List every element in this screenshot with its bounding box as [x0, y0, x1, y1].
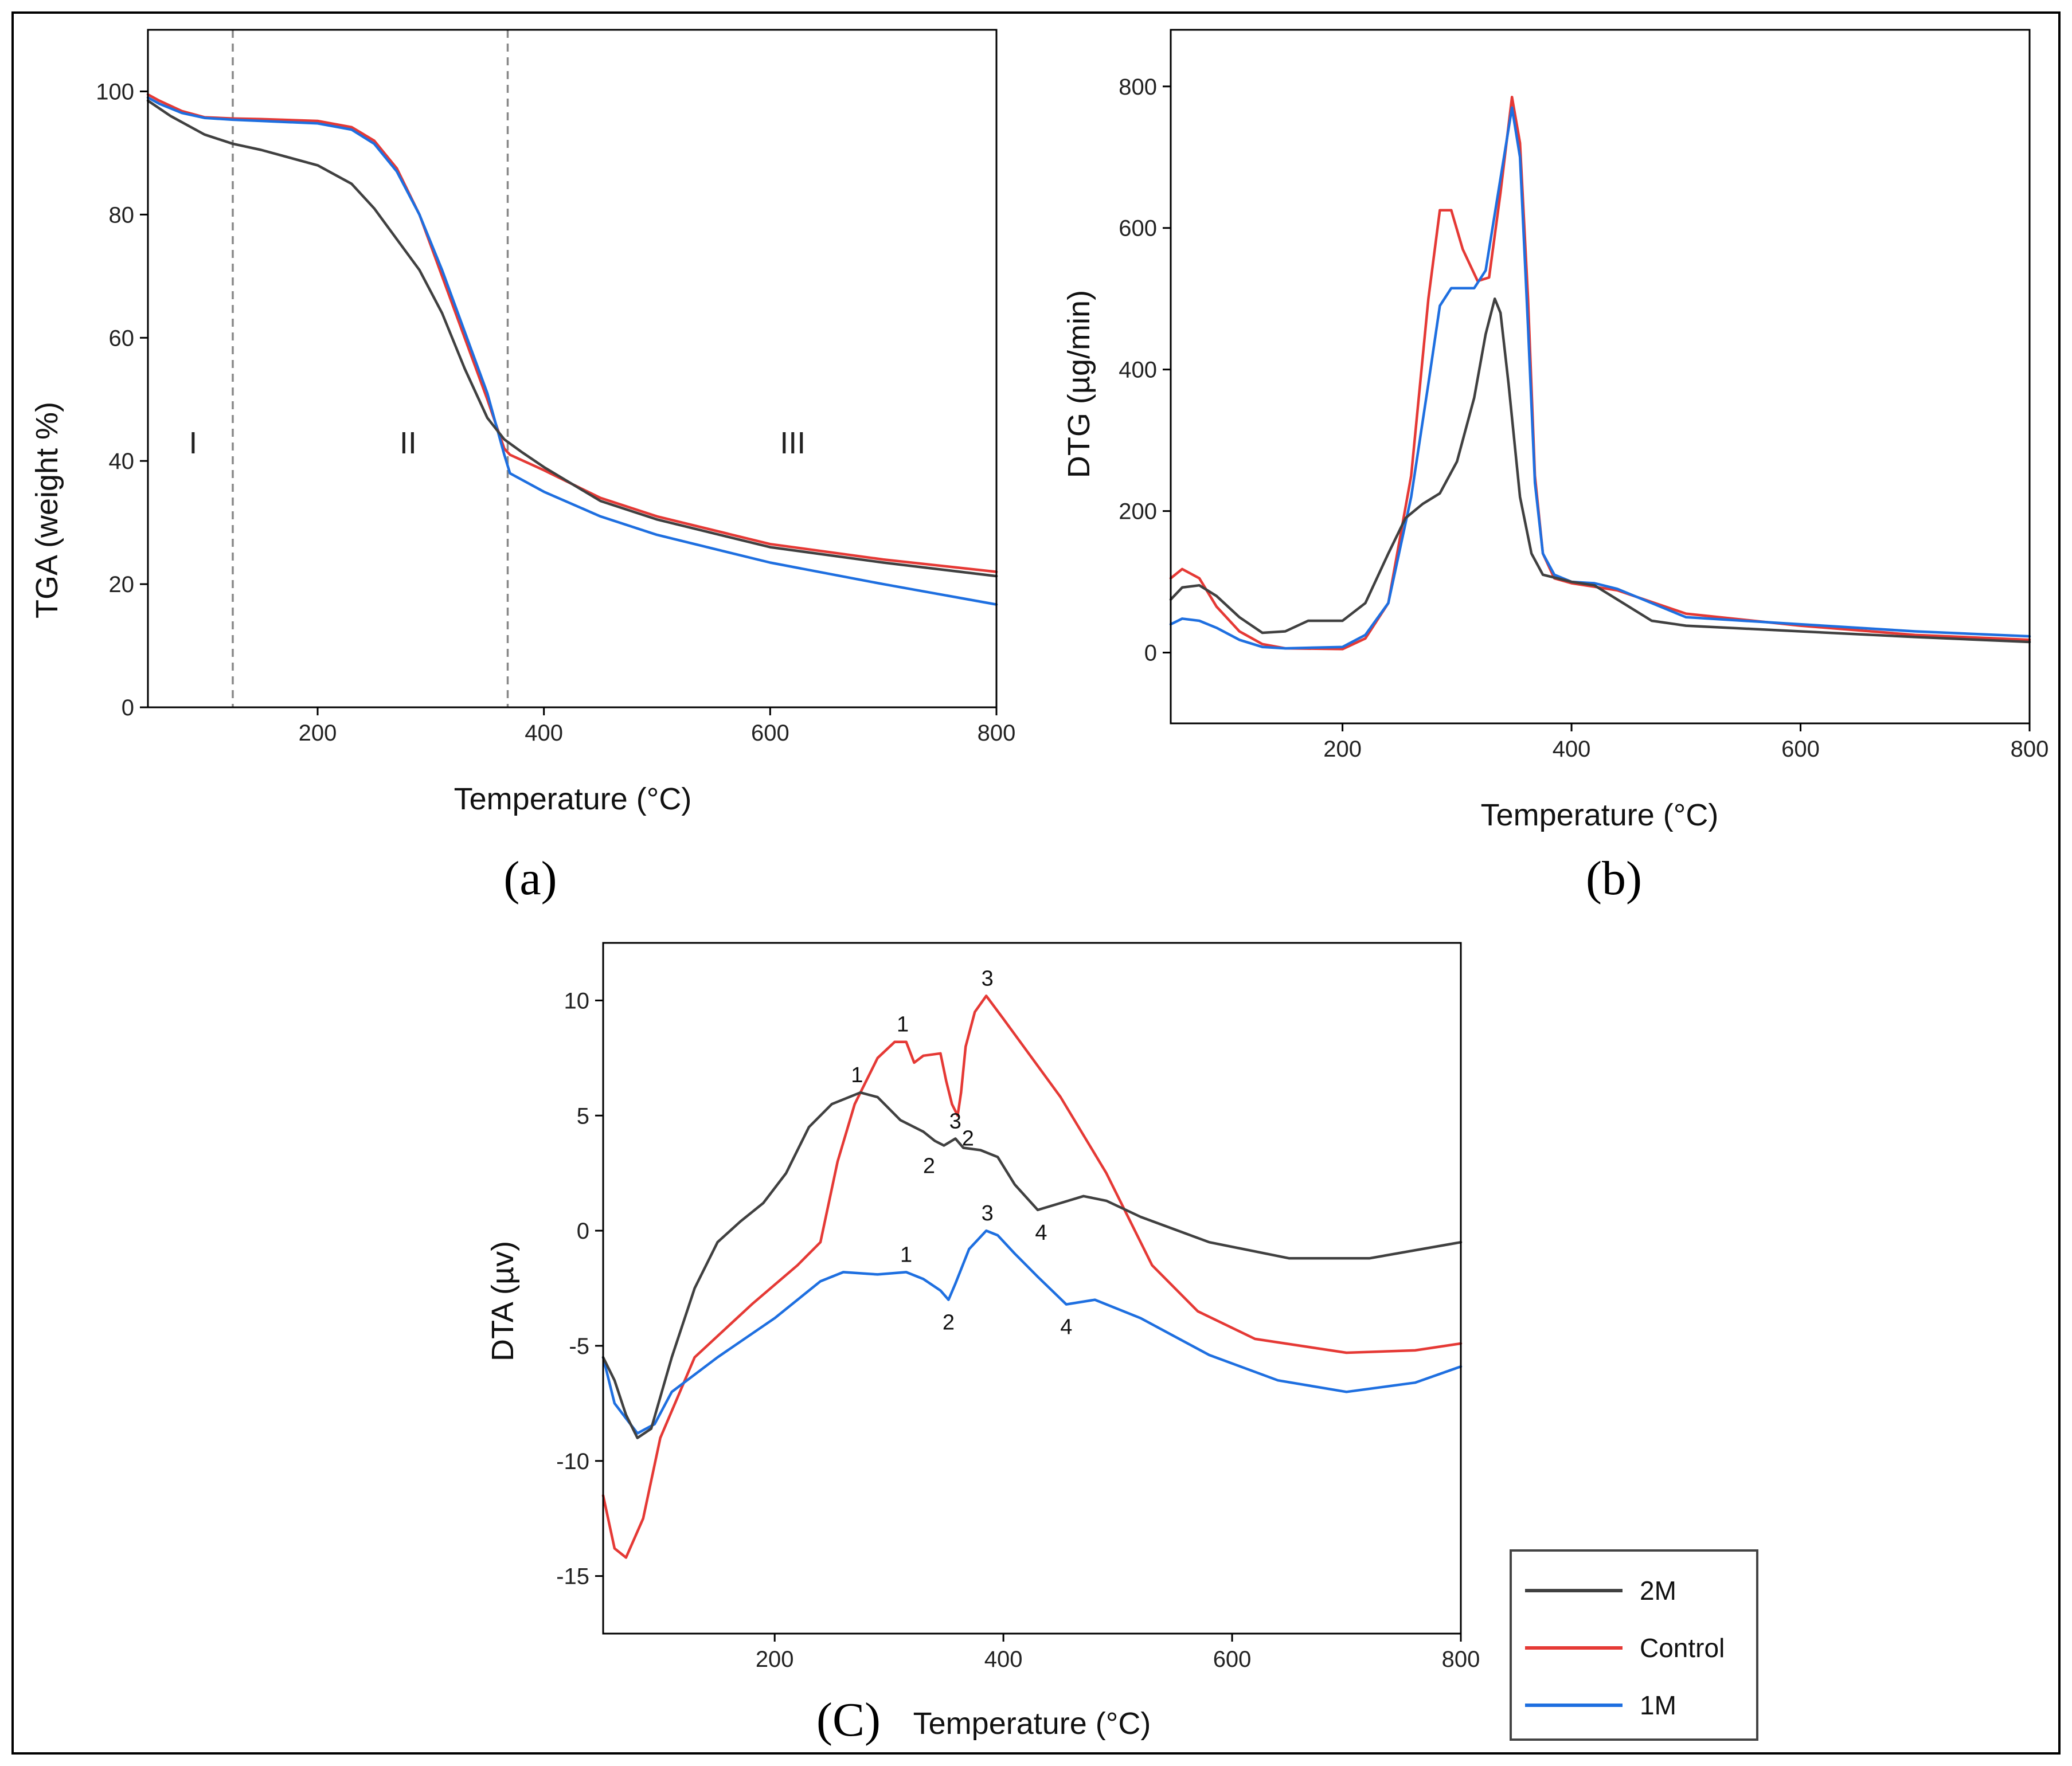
panel-a-region-label: II: [400, 426, 417, 460]
panel-c-y-tick-label: -10: [556, 1449, 589, 1474]
panel-b-y-tick-label: 800: [1119, 75, 1157, 100]
panel-c-y-axis-title: DTA (µv): [486, 1241, 520, 1361]
panel-c-peak-label: 4: [1035, 1221, 1047, 1245]
panel-b-x-tick-label: 800: [2011, 737, 2049, 762]
panel-a-region-label: I: [189, 426, 197, 460]
panel-a-y-tick-label: 80: [109, 202, 135, 228]
panel-a-series-2m: [146, 99, 998, 578]
panel-c-peak-label: 1: [897, 1013, 909, 1037]
panel-a-y-tick-label: 60: [109, 326, 135, 351]
panel-c-y-tick-label: 5: [577, 1103, 589, 1129]
panel-b-y-tick-label: 400: [1119, 358, 1157, 383]
panel-c-y-tick-label: -15: [556, 1564, 589, 1589]
panel-c-x-tick-label: 400: [984, 1647, 1023, 1672]
legend-box: [1510, 1549, 1758, 1741]
panel-b-dtg-chart: 200 400 600 800 0 200 400 600 800 Temperature (°…: [1062, 29, 2049, 905]
panel-c-peak-label: 4: [1060, 1315, 1072, 1340]
panel-a-series-1m: [146, 96, 998, 606]
panel-c-series-2m: [601, 1091, 1463, 1439]
panel-c-peak-label: 1: [900, 1243, 912, 1267]
panel-c-x-tick-label: 200: [756, 1647, 794, 1672]
figure-border: [11, 11, 2061, 1755]
panel-b-label: (b): [1586, 852, 1642, 905]
panel-c-peak-label: 3: [982, 1201, 994, 1225]
panel-c-peak-label: 1: [851, 1063, 863, 1087]
panel-a-plot-frame: [147, 29, 998, 708]
panel-b-x-axis-title: Temperature (°C): [1481, 798, 1719, 832]
panel-c-peak-label: 2: [962, 1126, 974, 1150]
panel-b-x-tick-label: 200: [1323, 737, 1362, 762]
panel-a-y-axis-title: TGA (weight %): [30, 402, 64, 618]
panel-b-x-tick-label: 400: [1553, 737, 1591, 762]
panel-a-x-tick-label: 400: [525, 721, 563, 746]
panel-b-series-control: [1169, 96, 2031, 651]
panel-a-y-tick-label: 20: [109, 572, 135, 597]
panel-b-y-tick-label: 600: [1119, 216, 1157, 241]
panel-c-peak-label: 3: [949, 1109, 961, 1133]
panel-b-x-tick-label: 600: [1781, 737, 1820, 762]
panel-c-y-tick-label: 10: [564, 988, 590, 1013]
panel-a-label: (a): [503, 852, 557, 905]
panel-a-x-axis-title: Temperature (°C): [454, 782, 692, 816]
panel-a-y-tick-label: 0: [122, 695, 134, 721]
panel-a-x-tick-label: 800: [978, 721, 1016, 746]
panel-c-peak-label: 3: [982, 966, 994, 990]
panel-a-x-tick-label: 200: [299, 721, 337, 746]
panel-b-plot-frame: [1170, 29, 2031, 725]
panel-b-series-1m: [1169, 106, 2031, 650]
panel-c-x-tick-label: 600: [1213, 1647, 1252, 1672]
panel-c-series-control: [601, 994, 1463, 1559]
panel-a-y-tick-label: 40: [109, 449, 135, 474]
panel-a-y-tick-label: 100: [96, 79, 134, 104]
panel-c-x-axis-title: Temperature (°C): [913, 1706, 1151, 1741]
legend: 2M Control 1M: [1510, 1549, 1758, 1741]
panel-b-series-2m: [1169, 297, 2031, 644]
panel-c-peak-label: 2: [923, 1154, 935, 1178]
panel-c-series-1m: [601, 1229, 1463, 1435]
legend-label-1m: 1M: [1640, 1690, 1676, 1720]
panel-b-y-axis-title: DTG (µg/min): [1062, 290, 1096, 478]
panel-a-series-control: [146, 93, 998, 573]
panel-c-y-tick-label: -5: [569, 1334, 589, 1359]
panel-c-y-tick-label: 0: [577, 1219, 589, 1244]
panel-c-plot-frame: [602, 942, 1462, 1635]
panel-a-x-tick-label: 600: [751, 721, 789, 746]
panel-c-label: (C): [816, 1693, 881, 1747]
panel-c-x-tick-label: 800: [1442, 1647, 1480, 1672]
legend-label-2m: 2M: [1640, 1576, 1676, 1606]
panel-b-y-tick-label: 0: [1144, 641, 1157, 666]
panel-b-y-tick-label: 200: [1119, 499, 1157, 524]
panel-c-peak-label: 2: [943, 1311, 955, 1335]
panel-a-region-label: III: [780, 426, 806, 460]
legend-label-control: Control: [1640, 1633, 1725, 1663]
